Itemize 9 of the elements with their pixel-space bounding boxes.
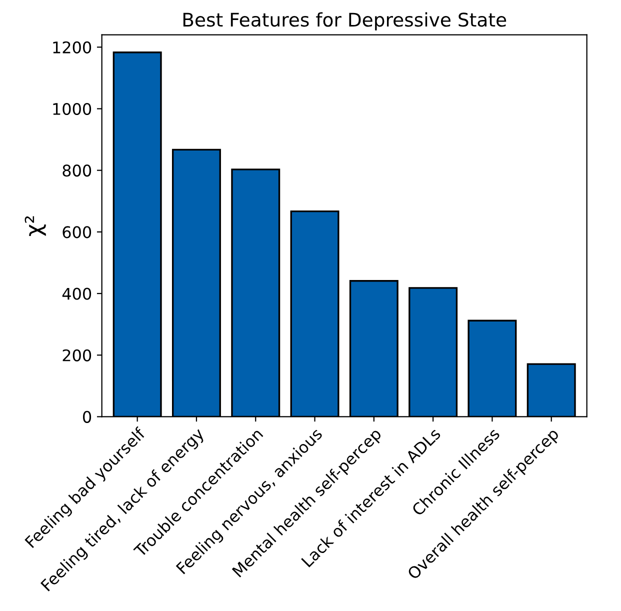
y-tick-label: 1200 bbox=[53, 41, 92, 54]
y-tick-label: 1000 bbox=[53, 102, 92, 116]
y-tick-label: 800 bbox=[62, 164, 92, 177]
chart-title: Best Features for Depressive State bbox=[183, 12, 506, 30]
y-tick-label: 400 bbox=[62, 288, 92, 300]
y-tick-label: 200 bbox=[62, 349, 92, 362]
y-tick-label: 600 bbox=[62, 226, 92, 238]
y-tick-label: 0 bbox=[83, 410, 92, 423]
y-axis-title: χ² bbox=[24, 216, 46, 236]
